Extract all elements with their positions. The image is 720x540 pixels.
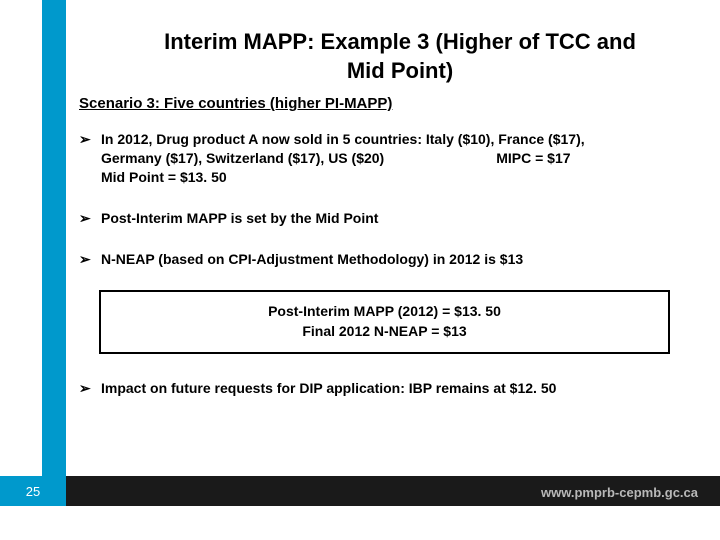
- bullet-1: In 2012, Drug product A now sold in 5 co…: [79, 130, 690, 187]
- slide-title: Interim MAPP: Example 3 (Higher of TCC a…: [100, 28, 700, 85]
- page-number-box: 25: [0, 476, 66, 506]
- bullet-1-line-a: In 2012, Drug product A now sold in 5 co…: [101, 131, 585, 147]
- left-accent-bar: [42, 0, 66, 476]
- page-number: 25: [26, 484, 40, 499]
- footer-url: www.pmprb-cepmb.gc.ca: [541, 485, 698, 500]
- bullet-1-line-c: Mid Point = $13. 50: [101, 168, 690, 187]
- slide: Interim MAPP: Example 3 (Higher of TCC a…: [0, 0, 720, 540]
- title-line-2: Mid Point): [347, 58, 453, 83]
- bullet-1-line-b: Germany ($17), Switzerland ($17), US ($2…: [101, 149, 690, 168]
- bullet-3: N-NEAP (based on CPI-Adjustment Methodol…: [79, 250, 690, 269]
- slide-subtitle: Scenario 3: Five countries (higher PI-MA…: [79, 95, 392, 112]
- result-box: Post-Interim MAPP (2012) = $13. 50 Final…: [99, 290, 670, 353]
- result-line-2: Final 2012 N-NEAP = $13: [111, 322, 658, 342]
- title-line-1: Interim MAPP: Example 3 (Higher of TCC a…: [164, 29, 636, 54]
- result-line-1: Post-Interim MAPP (2012) = $13. 50: [111, 302, 658, 322]
- bullet-4: Impact on future requests for DIP applic…: [79, 379, 690, 398]
- content-area: In 2012, Drug product A now sold in 5 co…: [79, 130, 690, 420]
- bullet-2: Post-Interim MAPP is set by the Mid Poin…: [79, 209, 690, 228]
